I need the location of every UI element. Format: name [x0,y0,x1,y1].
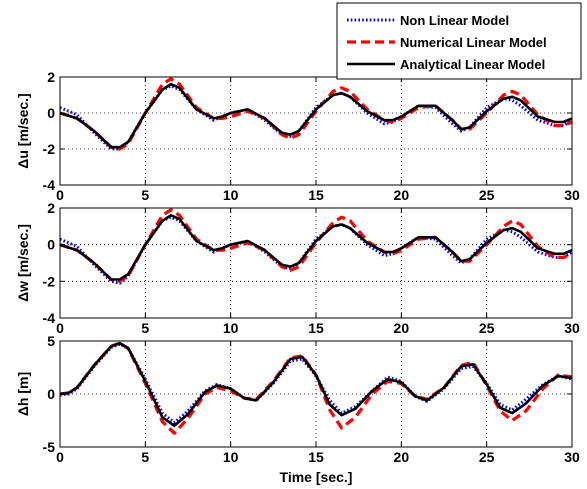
x-tick-label: 15 [308,449,324,465]
legend-entry: Numerical Linear Model [347,35,547,50]
x-tick-label: 30 [564,187,580,203]
y-tick-label: 5 [47,333,55,349]
y-tick-label: -4 [43,177,56,193]
x-tick-label: 20 [394,449,410,465]
legend: Non Linear Model Numerical Linear Model An… [336,2,582,80]
x-tick-label: 20 [394,320,410,336]
x-tick-label: 0 [56,320,64,336]
legend-entry: Analytical Linear Model [347,57,545,72]
x-tick-label: 30 [564,449,580,465]
x-axis-label: Time [sec.] [280,469,353,485]
y-tick-label: 0 [47,237,55,253]
x-tick-label: 20 [394,187,410,203]
x-tick-label: 0 [56,449,64,465]
x-tick-label: 25 [479,449,495,465]
y-tick-label: -5 [43,439,56,455]
legend-label: Analytical Linear Model [400,57,545,72]
y-tick-label: -2 [43,141,56,157]
series-line-solid [59,214,573,281]
series-line-solid [59,341,573,428]
legend-entry: Non Linear Model [347,13,509,28]
y-axis-label: Δw [m/sec.] [15,224,31,302]
x-tick-label: 25 [479,320,495,336]
series-line-solid [59,82,573,149]
y-tick-label: 2 [47,69,55,85]
subplot-1: 0 5 10 15 20 25 30 -4 -2 0 2 Δu [m/sec.] [15,69,580,203]
subplot-2: 0 5 10 15 20 25 30 -4 -2 0 2 Δw [m/sec.] [15,200,580,336]
y-axis-label: Δu [m/sec.] [15,93,31,168]
x-tick-label: 10 [223,187,239,203]
y-tick-label: 0 [47,105,55,121]
x-tick-label: 5 [141,187,149,203]
y-tick-label: 0 [47,386,55,402]
legend-label: Numerical Linear Model [400,35,547,50]
plot-area [60,208,572,318]
x-tick-label: 5 [141,320,149,336]
x-tick-label: 0 [56,187,64,203]
x-tick-label: 5 [141,449,149,465]
plot-area [60,77,572,185]
y-axis-label: Δh [m] [15,372,31,416]
x-tick-label: 30 [564,320,580,336]
y-tick-label: -2 [43,273,56,289]
x-tick-label: 10 [223,320,239,336]
x-tick-label: 15 [308,320,324,336]
x-tick-label: 25 [479,187,495,203]
x-tick-label: 15 [308,187,324,203]
y-tick-label: 2 [47,200,55,216]
legend-label: Non Linear Model [400,13,509,28]
x-tick-label: 10 [223,449,239,465]
y-tick-label: -4 [43,310,56,326]
